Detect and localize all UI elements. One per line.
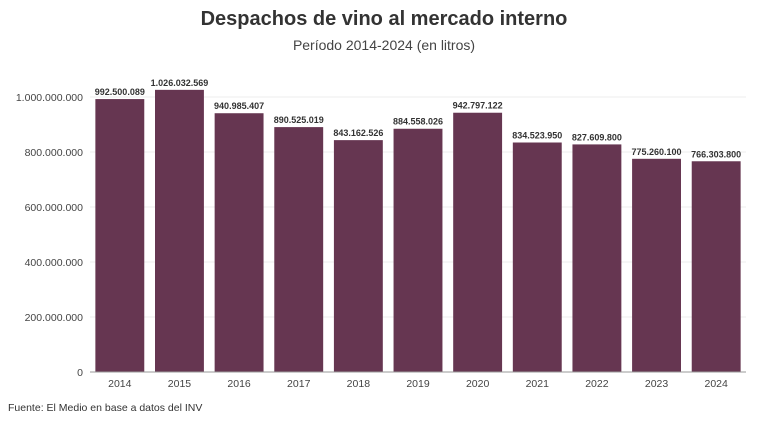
y-tick-label: 200.000.000 [25,312,84,324]
bar [453,112,503,373]
bar [95,99,145,373]
x-tick-label: 2019 [406,378,430,390]
data-label: 884.558.026 [393,117,443,127]
x-tick-label: 2017 [287,378,311,390]
data-label: 843.162.526 [333,128,383,138]
data-labels: 992.500.089 1.026.032.569 940.985.407 890.5… [95,78,741,159]
data-label: 890.525.019 [274,115,324,125]
x-tick-label: 2021 [526,378,550,390]
data-label: 992.500.089 [95,87,145,97]
data-label: 940.985.407 [214,101,264,111]
bar-chart: 0 200.000.000 400.000.000 600.000.000 800.00… [16,78,746,390]
y-tick-label: 400.000.000 [25,257,84,269]
source-note: Fuente: El Medio en base a datos del INV [8,402,203,414]
x-axis: 2014 2015 2016 2017 2018 2019 2020 2021 2022 2023… [90,371,746,390]
bars [95,89,741,373]
x-tick-label: 2023 [645,378,669,390]
x-tick-label: 2020 [466,378,490,390]
data-label: 827.609.800 [572,132,622,142]
data-label: 775.260.100 [632,147,682,157]
data-label: 1.026.032.569 [151,78,209,88]
chart-title: Despachos de vino al mercado interno [200,8,568,30]
x-tick-label: 2016 [227,378,251,390]
bar [333,140,383,372]
bar [691,161,741,372]
y-tick-label: 600.000.000 [25,202,84,214]
y-tick-label: 800.000.000 [25,147,84,159]
x-tick-label: 2014 [108,378,132,390]
y-tick-label: 1.000.000.000 [16,92,83,104]
bar [393,128,443,372]
data-label: 942.797.122 [453,101,503,111]
y-axis: 0 200.000.000 400.000.000 600.000.000 800.00… [16,92,83,379]
bar [214,113,264,373]
x-tick-label: 2022 [585,378,609,390]
data-label: 766.303.800 [691,149,741,159]
bar [572,144,622,372]
x-tick-label: 2018 [347,378,371,390]
bar [155,89,204,373]
bar [512,142,562,372]
bar [632,158,681,372]
x-tick-label: 2024 [705,378,729,390]
data-label: 834.523.950 [512,131,562,141]
x-tick-label: 2015 [168,378,192,390]
bar [274,127,324,372]
chart-subtitle: Período 2014-2024 (en litros) [292,37,476,53]
y-tick-label: 0 [77,367,83,379]
